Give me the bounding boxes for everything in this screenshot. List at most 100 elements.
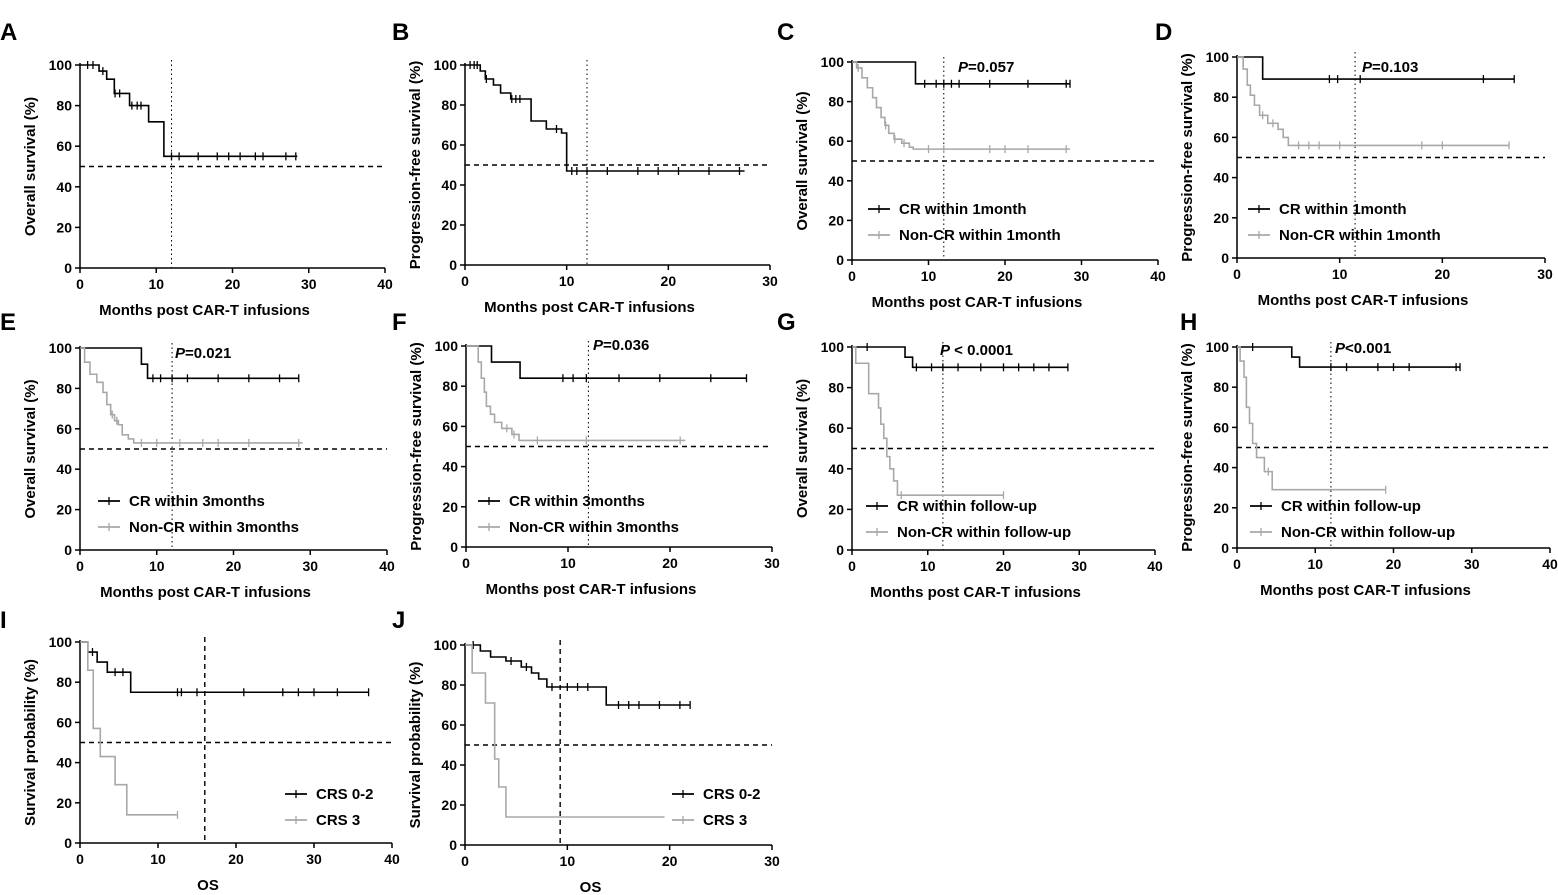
x-tick-label: 0 [76,276,84,292]
y-tick-label: 80 [442,378,458,394]
y-axis-label: Overall survival (%) [794,91,811,230]
y-tick-label: 0 [1221,540,1229,556]
x-tick-label: 0 [461,853,469,869]
y-tick-label: 80 [441,97,457,113]
p-value-text: < 0.0001 [950,342,1013,359]
x-tick-label: 30 [306,851,322,867]
km-curve-series-2 [466,345,686,442]
y-axis-label: Progression-free survival (%) [1179,343,1196,551]
y-tick-label: 60 [1213,419,1229,435]
y-tick-label: 40 [1213,170,1229,186]
panel-letter: D [1155,19,1172,46]
legend-entry: CR within 3months [509,493,645,510]
x-tick-label: 30 [764,853,780,869]
km-curve-series-2 [80,641,178,816]
x-axis-label: Months post CAR-T infusions [1260,582,1471,599]
y-tick-label: 100 [821,54,845,70]
x-tick-label: 0 [76,851,84,867]
y-tick-label: 100 [49,634,73,650]
y-tick-label: 40 [56,755,72,771]
x-tick-label: 40 [1542,556,1558,572]
legend-entry: Non-CR within 3months [129,519,299,536]
x-tick-label: 20 [662,853,678,869]
panel-letter: J [392,607,405,634]
x-tick-label: 20 [1435,266,1451,282]
y-tick-label: 40 [441,757,457,773]
y-tick-label: 60 [56,138,72,154]
panel-letter: I [0,607,7,634]
legend-entry: CRS 0-2 [316,786,374,803]
legend-entry: Non-CR within 1month [1279,227,1441,244]
x-tick-label: 0 [848,558,856,574]
panel-i: I 0 20 40 60 80 100 0 10 20 30 40 OS Survival probabi… [0,607,400,894]
x-tick-label: 30 [1464,556,1480,572]
legend-entry: CRS 3 [703,812,747,829]
y-tick-label: 60 [441,717,457,733]
y-tick-label: 0 [836,542,844,558]
y-axis-label: Survival probability (%) [22,659,39,826]
y-tick-label: 40 [828,173,844,189]
y-axis-label: Progression-free survival (%) [407,61,424,269]
legend-entry: Non-CR within follow-up [897,524,1071,541]
y-tick-label: 60 [56,714,72,730]
x-tick-label: 10 [149,558,165,574]
x-axis-label: Months post CAR-T infusions [484,299,695,316]
y-tick-label: 60 [828,420,844,436]
km-curve-series-1 [1237,56,1515,80]
y-tick-label: 40 [441,177,457,193]
p-value-label: P=0.103 [1362,59,1418,76]
panel-a: A 0 20 40 60 80 100 0 10 20 30 40 Months post CAR-T … [0,19,393,319]
legend-entry: CR within follow-up [897,498,1037,515]
y-tick-label: 20 [441,217,457,233]
x-tick-label: 30 [764,555,780,571]
legend-entry: Non-CR within follow-up [1281,524,1455,541]
y-tick-label: 80 [828,380,844,396]
x-tick-label: 20 [661,273,677,289]
x-tick-label: 10 [920,558,936,574]
x-axis-label: Months post CAR-T infusions [100,584,311,601]
p-value-text: <0.001 [1345,340,1391,357]
y-tick-label: 60 [1213,129,1229,145]
p-value-text: =0.057 [968,59,1014,76]
y-tick-label: 20 [828,212,844,228]
y-tick-label: 40 [1213,460,1229,476]
y-axis-label: Overall survival (%) [22,97,39,236]
km-curve-series-1 [80,641,369,694]
p-value-text: =0.103 [1372,59,1418,76]
x-tick-label: 30 [301,276,317,292]
p-value-label: P=0.057 [958,59,1014,76]
x-tick-label: 20 [228,851,244,867]
km-curve-series-2 [465,644,665,818]
y-tick-label: 80 [56,674,72,690]
p-value-label: P=0.021 [175,345,231,362]
panel-j: J 0 20 40 60 80 100 0 10 20 30 OS Survival probabili… [392,607,780,895]
panel-letter: B [392,19,409,46]
km-curve-series-1 [466,345,747,379]
y-axis-label: Progression-free survival (%) [408,342,425,550]
x-tick-label: 40 [384,851,400,867]
km-curve-series-1 [80,64,298,158]
y-tick-label: 60 [441,137,457,153]
x-tick-label: 30 [1071,558,1087,574]
p-value-text: =0.021 [185,345,231,362]
km-curve-series-2 [852,61,1071,150]
x-tick-label: 20 [1386,556,1402,572]
km-curve-series-2 [1237,56,1510,147]
y-tick-label: 100 [821,339,845,355]
y-axis-label: Overall survival (%) [794,379,811,518]
panel-letter: H [1180,309,1197,336]
km-curve-series-1 [852,61,1071,85]
x-tick-label: 20 [225,276,241,292]
y-tick-label: 100 [1206,49,1230,65]
y-tick-label: 80 [56,380,72,396]
km-curve-series-2 [852,346,1004,496]
legend-entry: CR within follow-up [1281,498,1421,515]
panel-f: F 0 20 40 60 80 100 0 10 20 30 Months post CAR-T in… [392,309,780,598]
y-tick-label: 20 [828,501,844,517]
x-tick-label: 10 [559,273,575,289]
x-axis-label: Months post CAR-T infusions [486,581,697,598]
legend-entry: Non-CR within 1month [899,227,1061,244]
y-tick-label: 0 [450,539,458,555]
panel-letter: E [0,309,16,336]
